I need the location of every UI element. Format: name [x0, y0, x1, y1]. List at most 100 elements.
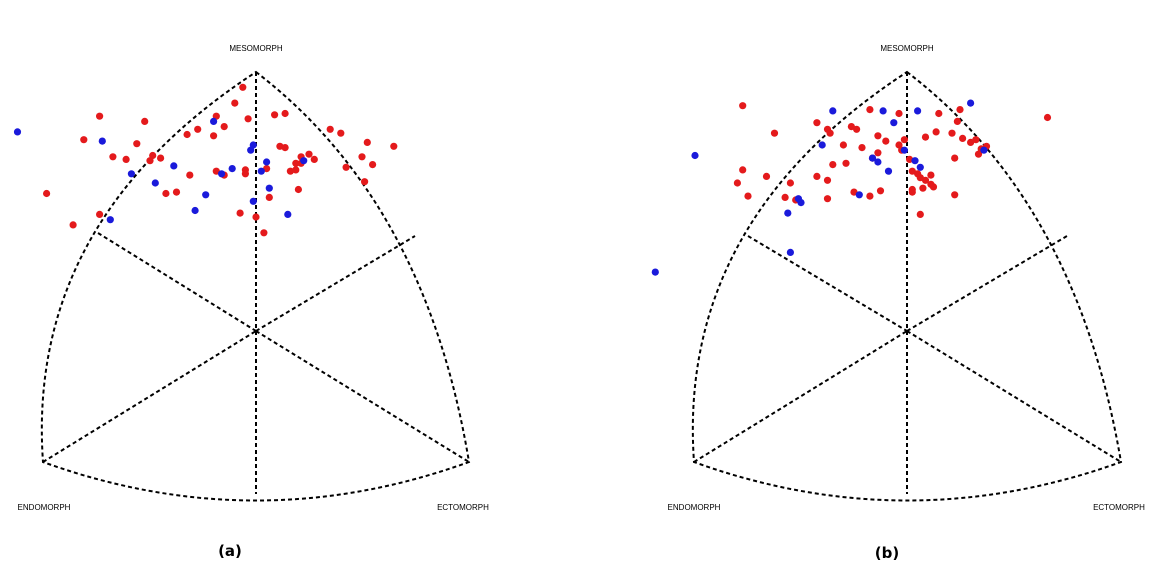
- blue-data-point: [884, 167, 893, 175]
- blue-data-point: [784, 209, 792, 217]
- endomorph-label: ENDOMORPH: [18, 503, 71, 512]
- red-data-point: [874, 132, 882, 140]
- red-data-point: [281, 144, 289, 152]
- blue-data-point: [170, 162, 178, 170]
- somatochart-axis: [693, 330, 908, 463]
- red-data-point: [972, 136, 980, 144]
- red-data-point: [967, 138, 975, 146]
- blue-data-point: [249, 197, 257, 205]
- blue-data-point: [890, 119, 898, 127]
- red-data-point: [929, 183, 938, 191]
- red-data-point: [739, 166, 747, 174]
- blue-data-point: [191, 206, 199, 215]
- red-data-point: [271, 111, 279, 119]
- red-data-point: [80, 136, 88, 144]
- ectomorph-label: ECTOMORPH: [1093, 503, 1145, 512]
- red-data-point: [286, 167, 294, 175]
- blue-data-point: [900, 146, 909, 154]
- blue-data-point: [263, 158, 271, 166]
- red-data-point: [281, 109, 289, 118]
- red-data-point: [974, 150, 983, 158]
- red-data-point: [874, 149, 882, 157]
- blue-data-point: [257, 167, 265, 175]
- red-data-point: [141, 117, 149, 125]
- blue-data-point: [967, 99, 975, 107]
- red-data-point: [157, 154, 165, 162]
- red-data-point: [921, 133, 930, 141]
- red-data-point: [823, 176, 832, 184]
- blue-data-point: [218, 170, 226, 178]
- blue-data-point: [247, 146, 255, 154]
- red-data-point: [96, 210, 104, 218]
- blue-data-point: [651, 268, 659, 276]
- red-data-point: [781, 193, 789, 201]
- red-data-point: [935, 109, 943, 118]
- ectomorph-label: ECTOMORPH: [437, 503, 489, 512]
- red-data-point: [895, 109, 903, 118]
- blue-data-point: [868, 154, 877, 162]
- blue-data-point: [228, 165, 236, 173]
- red-data-point: [326, 125, 334, 133]
- red-data-point: [951, 154, 959, 162]
- red-data-point: [133, 140, 141, 148]
- somatochart-axis: [906, 330, 1122, 463]
- red-data-point: [305, 150, 313, 158]
- red-data-point: [231, 99, 239, 107]
- red-data-point: [882, 137, 890, 145]
- red-data-point: [363, 138, 371, 146]
- red-data-point: [744, 192, 752, 200]
- red-data-point: [252, 213, 260, 221]
- mesomorph-label: MESOMORPH: [880, 44, 934, 53]
- red-data-point: [96, 112, 104, 120]
- somatochart-axis: [255, 330, 470, 463]
- red-data-point: [361, 178, 369, 186]
- red-data-point: [948, 129, 956, 137]
- blue-data-point: [874, 158, 882, 166]
- red-data-point: [69, 221, 77, 229]
- red-data-point: [358, 153, 366, 161]
- blue-data-point: [855, 191, 863, 199]
- red-data-point: [239, 83, 247, 91]
- blue-data-point: [980, 146, 988, 154]
- red-data-point: [310, 155, 318, 163]
- red-data-point: [733, 179, 742, 187]
- red-data-point: [813, 119, 821, 127]
- blue-data-point: [151, 179, 159, 187]
- red-data-point: [786, 179, 795, 187]
- red-data-point: [337, 129, 345, 137]
- red-data-point: [292, 166, 300, 174]
- red-data-point: [770, 129, 779, 137]
- somatochart-axis: [255, 235, 416, 332]
- red-data-point: [146, 157, 154, 165]
- red-data-point: [850, 188, 858, 196]
- red-data-point: [839, 141, 848, 149]
- red-data-point: [369, 161, 377, 169]
- red-data-point: [866, 106, 874, 114]
- red-data-point: [194, 125, 202, 133]
- red-data-point: [876, 187, 885, 195]
- red-data-point: [244, 115, 252, 123]
- blue-data-point: [914, 107, 922, 115]
- endomorph-label: ENDOMORPH: [668, 503, 721, 512]
- red-data-point: [959, 134, 967, 142]
- red-data-point: [927, 171, 935, 179]
- red-data-point: [932, 128, 940, 136]
- red-data-point: [900, 136, 909, 144]
- red-data-point: [953, 117, 962, 125]
- red-data-point: [813, 172, 821, 180]
- red-data-point: [390, 142, 398, 150]
- red-data-point: [183, 130, 191, 139]
- red-data-point: [109, 153, 117, 161]
- blue-data-point: [911, 157, 919, 165]
- somatochart-panel-b: MESOMORPH ENDOMORPH ECTOMORPH (b): [651, 44, 1145, 562]
- blue-data-point: [98, 137, 106, 145]
- red-data-point: [762, 172, 771, 180]
- red-data-point: [162, 189, 170, 198]
- somatochart-outline: [691, 70, 1123, 502]
- blue-data-point: [106, 216, 114, 224]
- blue-data-point: [879, 107, 887, 115]
- red-data-point: [921, 176, 930, 184]
- blue-data-point: [300, 157, 308, 165]
- blue-data-point: [797, 199, 805, 207]
